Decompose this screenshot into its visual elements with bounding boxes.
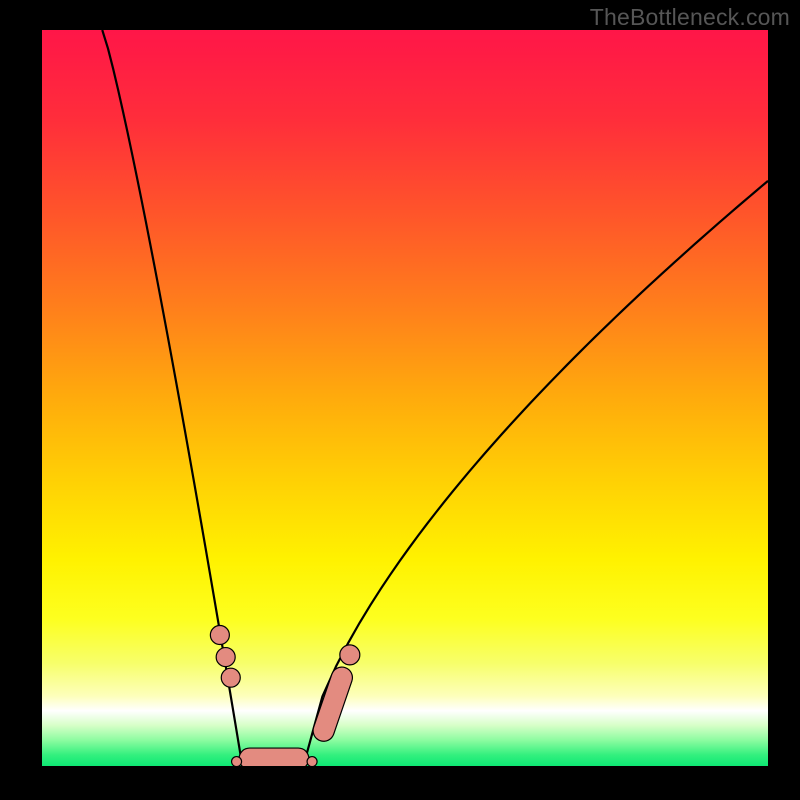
marker-dot [216, 648, 235, 667]
marker-dot [221, 668, 240, 687]
marker-dot [210, 625, 229, 644]
marker-dot [232, 757, 242, 767]
plot-area [42, 30, 768, 766]
chart-stage: TheBottleneck.com [0, 0, 800, 800]
chart-svg [0, 0, 800, 800]
marker-dot [340, 645, 360, 665]
marker-dot [307, 757, 317, 767]
watermark-text: TheBottleneck.com [590, 4, 790, 31]
